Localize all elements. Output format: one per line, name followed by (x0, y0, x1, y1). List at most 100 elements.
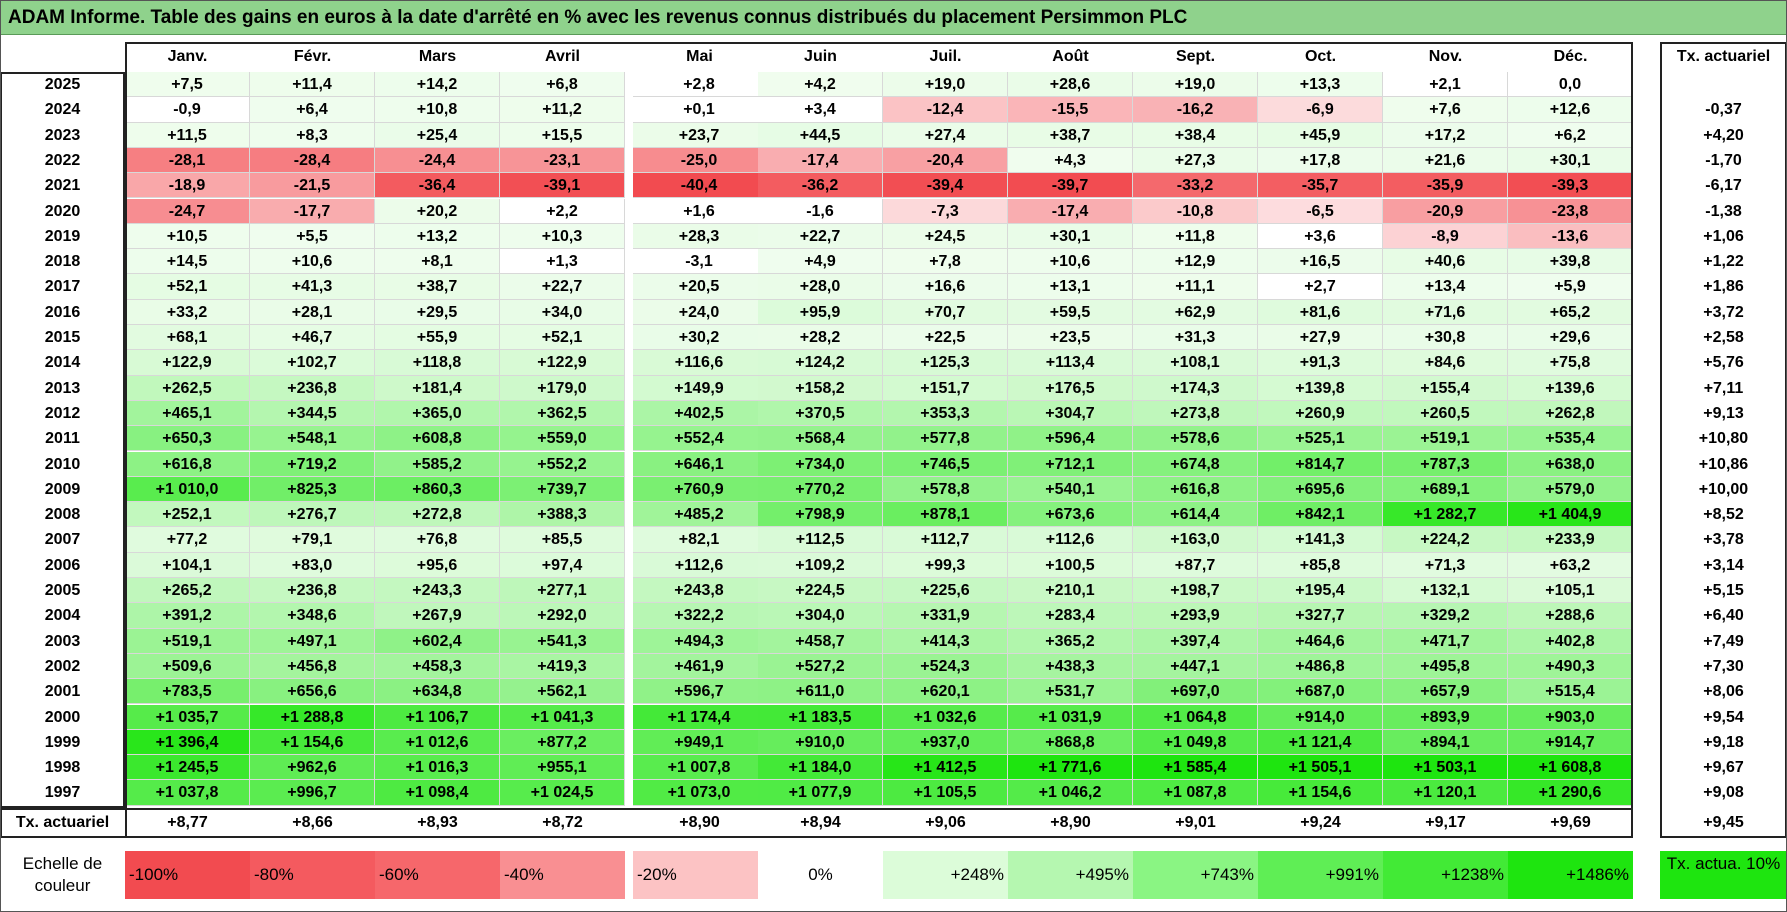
gain-cell: +787,3 (1383, 451, 1508, 477)
gain-cell: +28,1 (250, 299, 375, 325)
gain-cell: +391,2 (125, 603, 250, 629)
tx-value: +9,08 (1703, 784, 1744, 802)
gain-cell: +362,5 (500, 400, 625, 427)
tx-value: +1,86 (1703, 278, 1744, 296)
gain-cell: +1 077,9 (758, 780, 883, 806)
gain-cell: +456,8 (250, 653, 375, 680)
gain-cell: +650,3 (125, 426, 250, 452)
gain-cell: -35,7 (1258, 173, 1383, 199)
footer-tx-value: +8,94 (800, 814, 841, 831)
gain-cell: +75,8 (1508, 350, 1633, 376)
tx-value: +1,06 (1703, 227, 1744, 245)
footer-tx-value: +8,90 (679, 814, 720, 831)
legend-swatch: +743% (1133, 851, 1258, 899)
year-label: 2013 (44, 379, 81, 397)
gain-cell: +1 105,5 (883, 780, 1008, 806)
gain-cell: +38,7 (375, 274, 500, 300)
gain-cell: +825,3 (250, 476, 375, 503)
gain-cell: +2,7 (1258, 274, 1383, 300)
gain-cell: +6,2 (1508, 122, 1633, 148)
tx-value: +7,30 (1703, 657, 1744, 675)
gain-cell: +34,0 (500, 299, 625, 325)
year-label: 2016 (44, 303, 81, 321)
gain-cell: +893,9 (1383, 704, 1508, 730)
gain-cell: +7,6 (1383, 97, 1508, 123)
gain-cell: +28,3 (633, 223, 766, 250)
month-header-12: Déc. (1553, 48, 1588, 65)
tx-value: -1,70 (1705, 151, 1742, 169)
gain-cell: -20,9 (1383, 198, 1508, 224)
gain-cell: +277,1 (500, 578, 625, 604)
gain-cell: +113,4 (1008, 350, 1133, 376)
gain-cell: +236,8 (250, 375, 375, 401)
footer-tx-value: +8,66 (292, 814, 333, 831)
gain-cell: +265,2 (125, 578, 250, 604)
gain-cell: +17,8 (1258, 147, 1383, 174)
gain-cell: +10,8 (375, 97, 500, 123)
gain-cell: +109,2 (758, 552, 883, 578)
gain-cell: +283,4 (1008, 603, 1133, 629)
gain-cell: +602,4 (375, 628, 500, 654)
gain-cell: +949,1 (633, 729, 766, 756)
gain-cell: +2,8 (633, 72, 766, 98)
gain-cell: +84,6 (1383, 350, 1508, 376)
gain-cell: +1 121,4 (1258, 729, 1383, 756)
gain-cell: +770,2 (758, 476, 883, 503)
gain-cell: +548,1 (250, 426, 375, 452)
gain-cell: +28,6 (1008, 72, 1133, 98)
gain-cell: +1 064,8 (1133, 704, 1258, 730)
gain-cell: +616,8 (1133, 476, 1258, 503)
gain-cell: +578,8 (883, 476, 1008, 503)
year-label: 2014 (44, 354, 81, 372)
year-label: 2005 (44, 582, 81, 599)
gain-cell: +760,9 (633, 476, 766, 503)
gain-cell: +11,5 (125, 122, 250, 148)
gain-cell: +616,8 (125, 451, 250, 477)
gain-cell: -16,2 (1133, 97, 1258, 123)
gain-cell: +77,2 (125, 527, 250, 553)
gain-cell: +82,1 (633, 527, 766, 553)
gain-cell: +596,7 (633, 679, 766, 705)
gain-cell: +262,5 (125, 375, 250, 401)
gain-cell: +5,9 (1508, 274, 1633, 300)
gain-cell: +19,0 (883, 72, 1008, 98)
gain-cell: +1 016,3 (375, 755, 500, 781)
gain-cell: +657,9 (1383, 679, 1508, 705)
gain-cell: +531,7 (1008, 679, 1133, 705)
gain-cell: +19,0 (1133, 72, 1258, 98)
gain-cell: +95,6 (375, 552, 500, 578)
gain-cell: +139,6 (1508, 375, 1633, 401)
legend-swatch: -20% (633, 851, 766, 899)
gain-cell: +798,9 (758, 502, 883, 528)
footer-label: Tx. actuariel (15, 814, 110, 831)
gain-cell: +7,5 (125, 72, 250, 98)
gain-cell: +585,2 (375, 451, 500, 477)
gain-cell: +12,6 (1508, 97, 1633, 123)
footer-tx-value: +9,69 (1550, 814, 1591, 831)
year-label: 2004 (44, 607, 81, 625)
gain-cell: +163,0 (1133, 527, 1258, 553)
gain-cell: +260,9 (1258, 400, 1383, 427)
gain-cell: +12,9 (1133, 249, 1258, 275)
gain-cell: +634,8 (375, 679, 500, 705)
gain-cell: +697,0 (1133, 679, 1258, 705)
gain-cell: +1 174,4 (633, 704, 766, 730)
gain-cell: +29,6 (1508, 325, 1633, 351)
footer-tx-value: +9,17 (1425, 814, 1466, 831)
gain-cell: +370,5 (758, 400, 883, 427)
gain-cell: +2,1 (1383, 72, 1508, 98)
gain-cell: +132,1 (1383, 578, 1508, 604)
tx-value: +9,54 (1703, 708, 1744, 726)
gain-cell: +62,9 (1133, 299, 1258, 325)
gain-cell: +1 046,2 (1008, 780, 1133, 806)
gain-cell: +712,1 (1008, 451, 1133, 477)
gain-cell: +397,4 (1133, 628, 1258, 654)
gain-cell: +458,7 (758, 628, 883, 654)
gain-cell: +322,2 (633, 603, 766, 629)
year-label: 2017 (44, 278, 81, 296)
gain-cell: +304,0 (758, 603, 883, 629)
year-label: 2018 (44, 253, 81, 271)
gain-cell: +83,0 (250, 552, 375, 578)
gain-cell: +22,7 (758, 223, 883, 250)
gain-cell: +1 041,3 (500, 704, 625, 730)
